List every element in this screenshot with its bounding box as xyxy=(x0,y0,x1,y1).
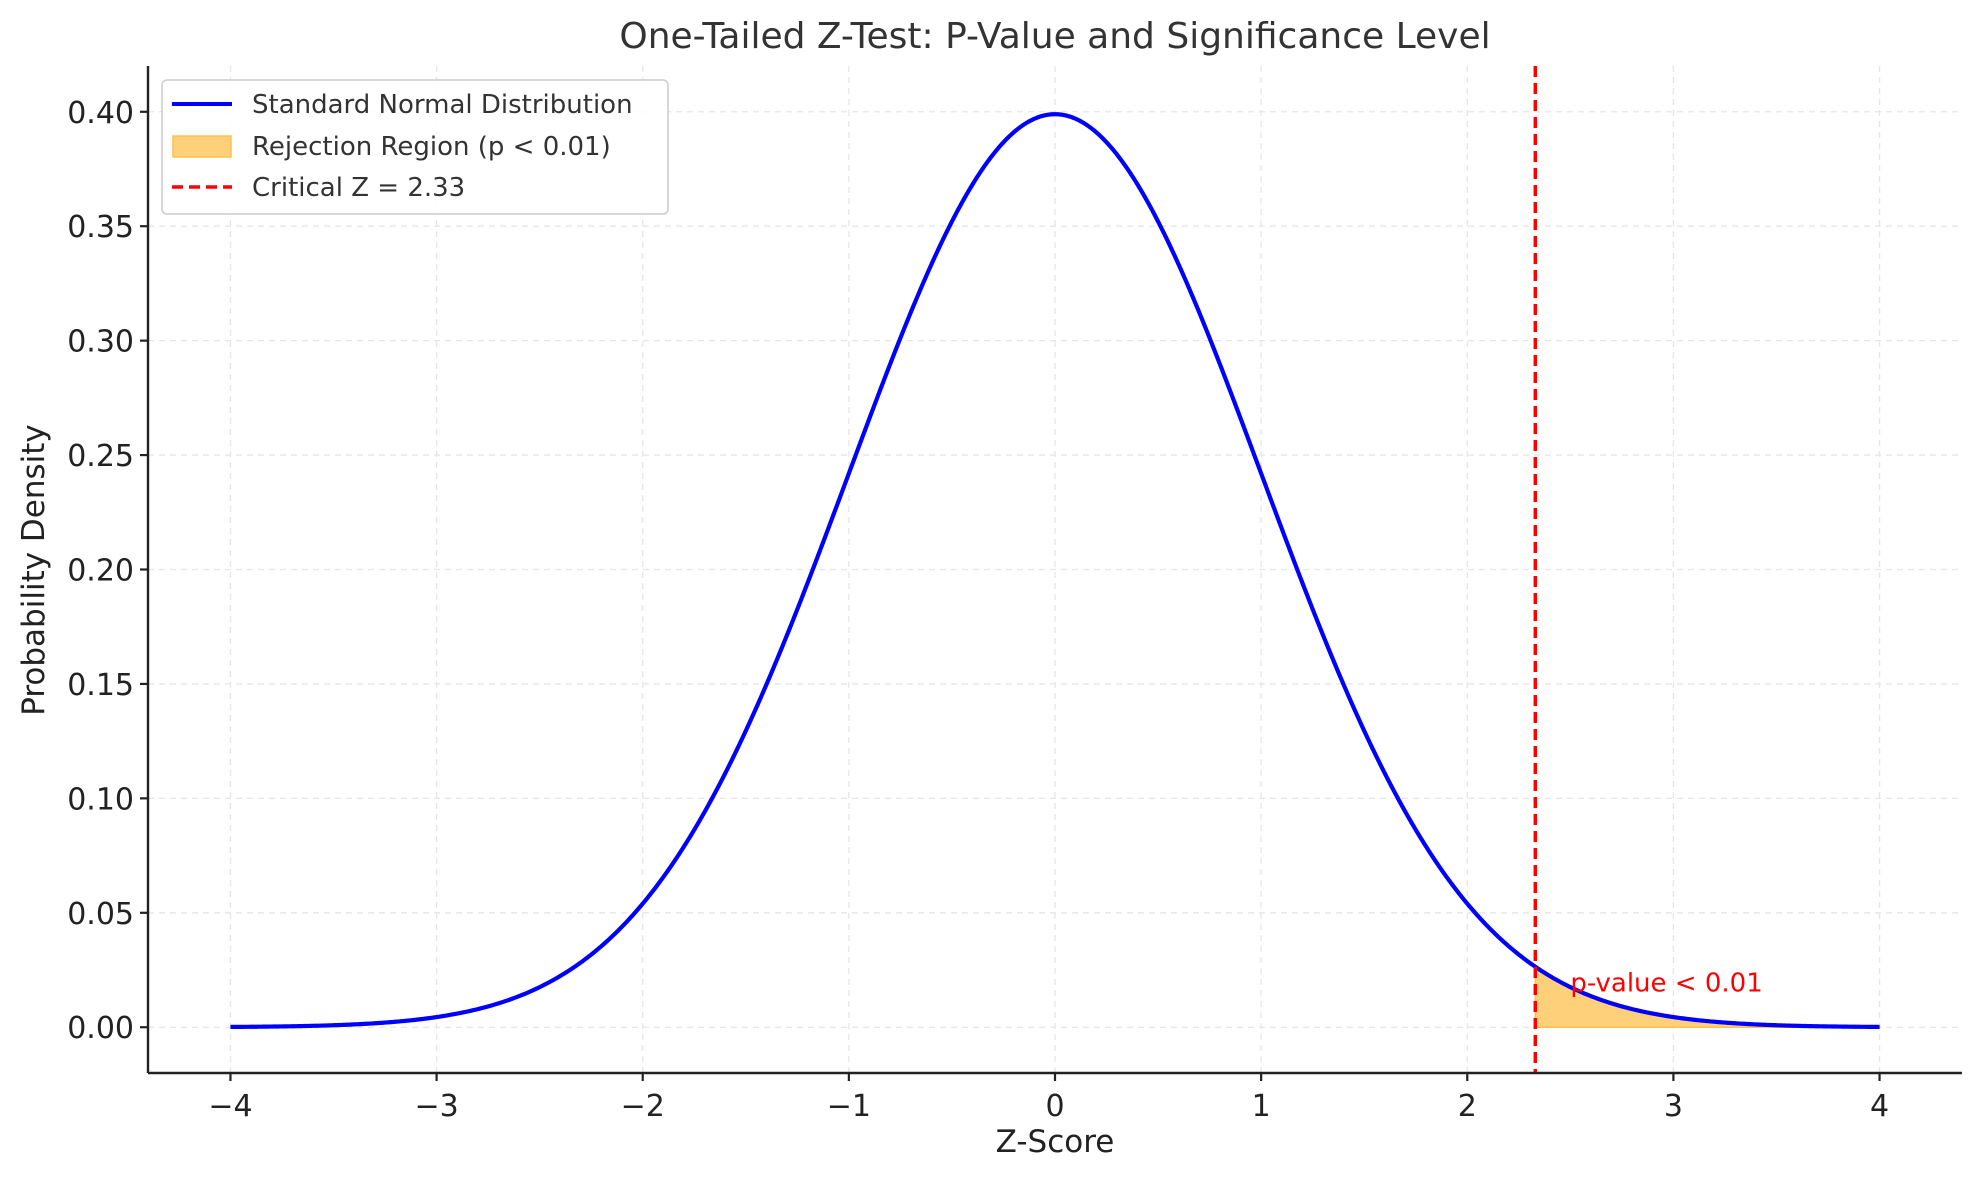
y-tick-label: 0.35 xyxy=(67,210,134,245)
x-tick-label: 4 xyxy=(1870,1089,1889,1124)
x-tick-label: 2 xyxy=(1458,1089,1477,1124)
y-tick-label: 0.05 xyxy=(67,897,134,932)
y-tick-label: 0.25 xyxy=(67,439,134,474)
x-tick-label: −3 xyxy=(414,1089,458,1124)
x-tick-label: 3 xyxy=(1664,1089,1683,1124)
y-tick-label: 0.00 xyxy=(67,1011,134,1046)
legend-swatch-rejection xyxy=(172,135,232,158)
series-line-normal xyxy=(230,112,1880,1030)
y-axis-label: Probability Density xyxy=(16,424,52,716)
plot-marks xyxy=(230,66,1881,1073)
legend-label-critical: Critical Z = 2.33 xyxy=(252,173,465,203)
grid xyxy=(148,66,1962,1073)
x-tick-label: −4 xyxy=(208,1089,252,1124)
legend: Standard Normal Distribution Rejection R… xyxy=(161,79,669,215)
y-ticks: 0.00 0.05 0.10 0.15 0.20 0.25 0.30 0.35 0.40 xyxy=(67,96,148,1046)
y-tick-label: 0.20 xyxy=(67,554,134,589)
x-tick-label: −2 xyxy=(621,1089,665,1124)
legend-label-rejection: Rejection Region (p < 0.01) xyxy=(252,132,611,162)
y-tick-label: 0.40 xyxy=(67,96,134,131)
x-axis-label: Z-Score xyxy=(996,1124,1115,1160)
x-tick-label: 0 xyxy=(1045,1089,1064,1124)
x-ticks: −4 −3 −2 −1 0 1 2 3 4 xyxy=(208,1073,1889,1124)
y-tick-label: 0.30 xyxy=(67,325,134,360)
y-tick-label: 0.15 xyxy=(67,668,134,703)
y-tick-label: 0.10 xyxy=(67,782,134,817)
p-value-annotation: p-value < 0.01 xyxy=(1570,968,1762,998)
x-tick-label: −1 xyxy=(827,1089,871,1124)
legend-box xyxy=(161,79,669,215)
x-tick-label: 1 xyxy=(1252,1089,1271,1124)
chart-title: One-Tailed Z-Test: P-Value and Significa… xyxy=(619,16,1490,57)
legend-label-normal: Standard Normal Distribution xyxy=(252,90,633,120)
